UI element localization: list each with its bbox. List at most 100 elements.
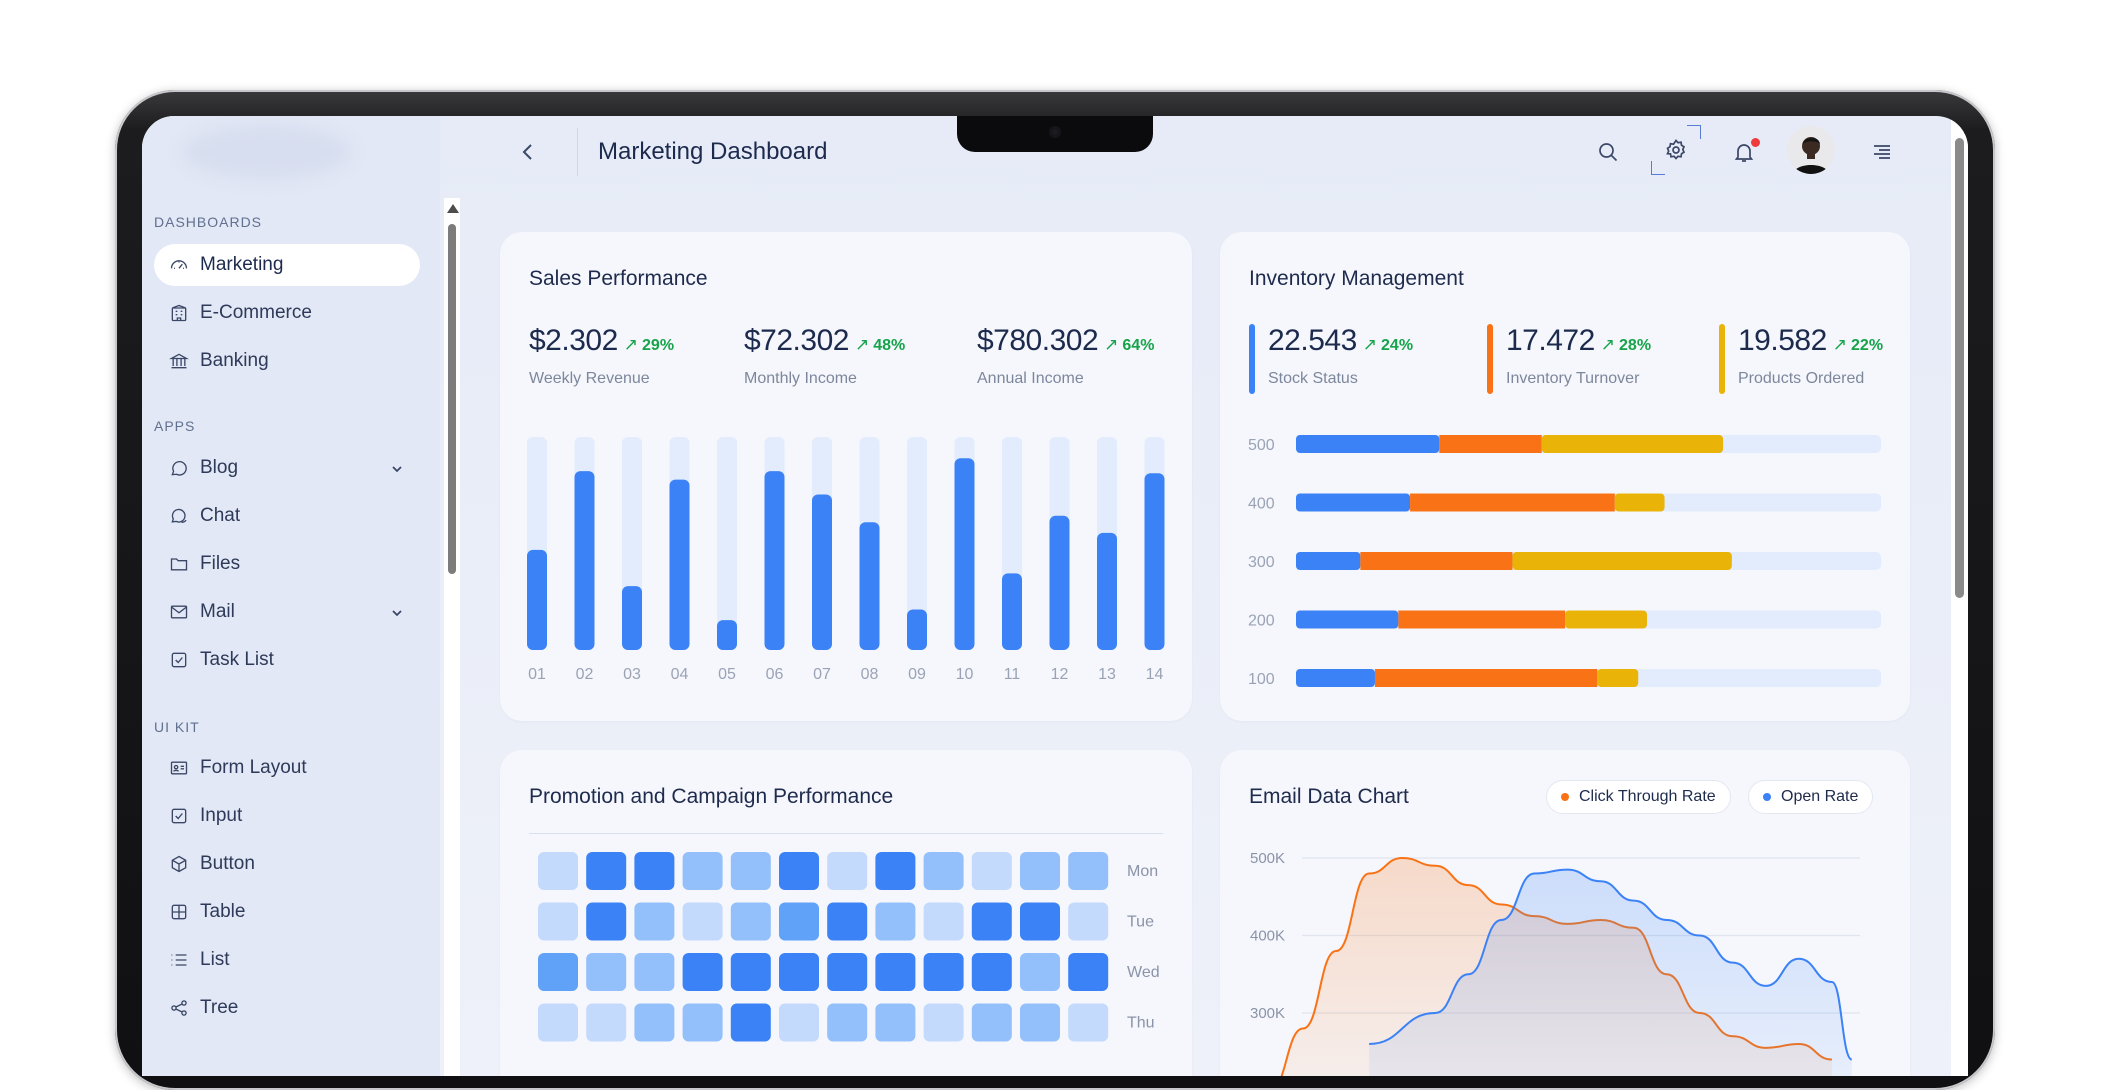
arrow-up-right-icon: ↗ (1362, 335, 1378, 354)
scroll-thumb[interactable] (448, 224, 456, 574)
heatmap-cell (875, 1003, 916, 1042)
x-tick-label: 02 (576, 666, 594, 683)
bar-track (717, 437, 737, 650)
heatmap-cell (730, 953, 771, 991)
page-scrollbar[interactable] (1951, 116, 1968, 1076)
avatar[interactable] (1787, 126, 1835, 174)
bar-segment (1439, 435, 1542, 453)
legend-click-through-rate[interactable]: Click Through Rate (1546, 780, 1731, 814)
sidebar-item-label: Tree (200, 997, 239, 1018)
email-data-card: Email Data Chart Click Through Rate Open… (1220, 750, 1910, 1076)
heatmap-cell (1020, 902, 1060, 941)
bank-icon (168, 350, 190, 372)
heatmap-cell (586, 953, 627, 991)
bar (764, 471, 785, 650)
heatmap-cell (1020, 1003, 1060, 1042)
page-title: Marketing Dashboard (598, 138, 828, 165)
y-tick-label: 300K (1250, 1005, 1285, 1022)
sales-bar-chart: 01 02 03 04 05 06 07 08 09 10 11 12 13 14 (527, 437, 1165, 683)
row-label: Thu (1127, 1015, 1155, 1032)
back-button[interactable] (512, 136, 544, 168)
search-button[interactable] (1592, 136, 1624, 168)
monthly-income-metric: $72.302 ↗ 48% Monthly Income (744, 324, 905, 388)
bar (1002, 573, 1022, 650)
x-tick-label: 10 (956, 666, 974, 683)
sales-performance-card: Sales Performance $2.302 ↗ 29% Weekly Reve… (500, 232, 1192, 721)
heatmap-cell (1020, 953, 1060, 991)
bar-segment (1597, 669, 1639, 687)
notifications-button[interactable] (1728, 136, 1760, 168)
x-tick-label: 08 (861, 666, 879, 683)
sidebar-item-e-commerce[interactable]: E-Commerce (154, 292, 420, 334)
heatmap-cell (971, 902, 1012, 941)
arrow-up-right-icon: ↗ (854, 335, 870, 354)
bar (1144, 473, 1165, 650)
sidebar-item-banking[interactable]: Banking (154, 340, 420, 382)
card-title: Promotion and Campaign Performance (529, 785, 894, 808)
sidebar-scrollbar[interactable] (444, 198, 460, 1076)
topbar-divider (577, 128, 578, 176)
sidebar-item-input[interactable]: Input (154, 795, 420, 837)
metric-label: Products Ordered (1738, 370, 1865, 387)
gear-icon (1660, 134, 1692, 166)
settings-button[interactable] (1651, 125, 1701, 175)
heatmap-cell (586, 1003, 627, 1042)
legend-open-rate[interactable]: Open Rate (1748, 780, 1874, 814)
y-tick-label: 400 (1248, 496, 1275, 513)
checkbox-icon (168, 805, 190, 827)
heatmap-cell (586, 852, 627, 890)
sidebar-item-mail[interactable]: Mail (154, 591, 420, 633)
sidebar-item-label: Mail (200, 601, 235, 622)
bar-segment (1512, 552, 1732, 570)
sidebar-item-files[interactable]: Files (154, 543, 420, 585)
bar-segment (1565, 610, 1647, 629)
metric-value: $72.302 (744, 324, 849, 357)
metric-label: Inventory Turnover (1506, 370, 1640, 387)
heatmap-cell (634, 1003, 675, 1042)
notification-badge (1751, 138, 1760, 147)
inventory-stacked-bar-chart: 500 400 300 200 100 (1248, 435, 1881, 688)
sidebar-item-list[interactable]: List (154, 939, 420, 981)
sidebar-item-button[interactable]: Button (154, 843, 420, 885)
bar (907, 609, 927, 650)
menu-button[interactable] (1866, 136, 1898, 168)
sidebar-item-label: Task List (200, 649, 274, 670)
metric-color-bar (1249, 324, 1255, 394)
heatmap-cell (538, 852, 578, 890)
sidebar-section-apps: APPS (154, 418, 196, 434)
scroll-thumb[interactable] (1955, 138, 1964, 598)
metric-label: Stock Status (1268, 370, 1358, 387)
gauge-icon (168, 254, 190, 276)
building-icon (168, 302, 190, 324)
sidebar-item-table[interactable]: Table (154, 891, 420, 933)
sidebar-item-task-list[interactable]: Task List (154, 639, 420, 681)
heatmap-cell (923, 852, 964, 890)
heatmap-cell (682, 953, 723, 991)
sidebar-item-tree[interactable]: Tree (154, 987, 420, 1029)
bar-segment (1296, 669, 1375, 687)
bar-segment (1374, 669, 1598, 687)
heatmap-cell (634, 852, 675, 890)
sidebar-item-blog[interactable]: Blog (154, 447, 420, 489)
legend-label: Click Through Rate (1579, 788, 1716, 805)
camera-notch (957, 116, 1153, 152)
heatmap-cell (827, 852, 868, 890)
sidebar-item-label: List (200, 949, 230, 970)
x-tick-label: 01 (528, 666, 546, 683)
email-area-chart: 500K 400K 300K (1250, 850, 1860, 1076)
card-title: Inventory Management (1249, 267, 1464, 290)
sidebar: DASHBOARDS Marketing E-Commerce Banking … (142, 116, 440, 1076)
sidebar-section-ui-kit: UI KIT (154, 719, 200, 735)
sidebar-item-chat[interactable]: Chat (154, 495, 420, 537)
focus-corner (1651, 161, 1665, 175)
heatmap-cell (730, 1003, 771, 1042)
bar-segment (1541, 435, 1724, 453)
y-tick-label: 100 (1248, 671, 1275, 688)
metric-label: Weekly Revenue (529, 370, 650, 387)
sidebar-item-form-layout[interactable]: Form Layout (154, 747, 420, 789)
sidebar-item-marketing[interactable]: Marketing (154, 244, 420, 286)
weekly-revenue-metric: $2.302 ↗ 29% Weekly Revenue (529, 324, 674, 388)
scroll-up-arrow[interactable] (447, 204, 459, 213)
heatmap-cell (779, 852, 819, 890)
share-icon (168, 997, 190, 1019)
